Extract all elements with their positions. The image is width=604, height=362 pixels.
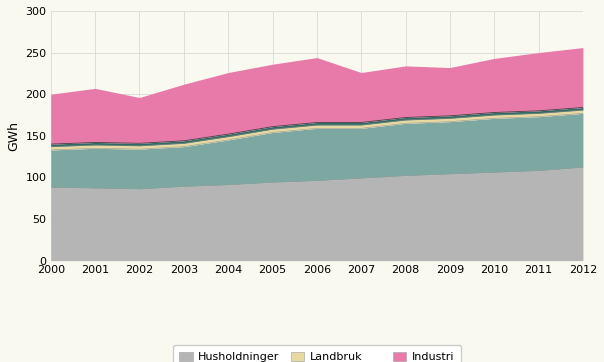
Legend: Husholdninger, Tjenesteyting, Landbruk, Fritidsboliger, Industri: Husholdninger, Tjenesteyting, Landbruk, … [173,345,461,362]
Y-axis label: GWh: GWh [7,121,20,151]
